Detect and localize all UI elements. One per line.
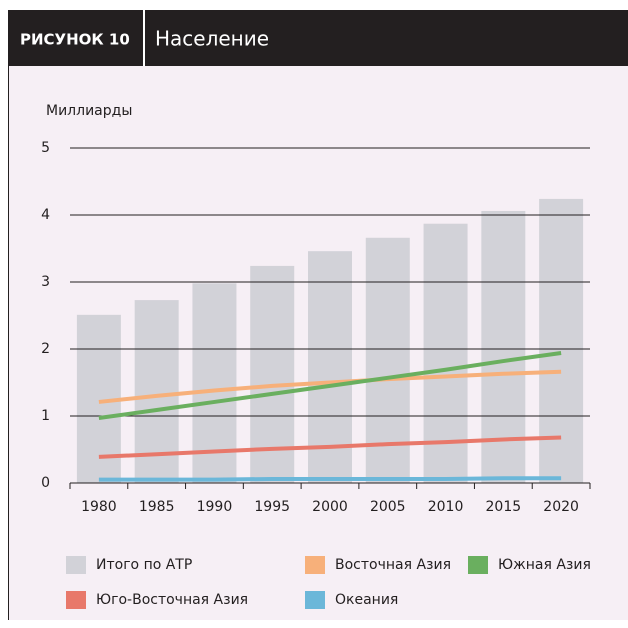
- x-tick-label: 2015: [486, 499, 522, 515]
- x-tick-label: 2000: [312, 499, 348, 515]
- legend-swatch: [305, 591, 325, 609]
- line-series: [98, 351, 562, 420]
- x-tick-label: 1980: [81, 499, 117, 515]
- y-tick-label: 3: [41, 274, 50, 290]
- y-tick-label: 1: [41, 408, 50, 424]
- legend-swatch: [66, 591, 86, 609]
- legend-label: Южная Азия: [498, 557, 591, 573]
- legend-label: Восточная Азия: [335, 557, 451, 573]
- chart-title: Население: [155, 27, 269, 51]
- x-tick-label: 2020: [543, 499, 579, 515]
- y-tick-label: 0: [41, 475, 50, 491]
- line-series: [98, 476, 562, 482]
- legend-label: Итого по АТР: [96, 557, 192, 573]
- line-series: [98, 369, 562, 404]
- x-tick-label: 2010: [428, 499, 464, 515]
- figure-label: РИСУНОК 10: [20, 31, 130, 49]
- legend-label: Океания: [335, 592, 398, 608]
- bar: [539, 198, 584, 484]
- y-tick-label: 5: [41, 140, 50, 156]
- legend-swatch: [305, 556, 325, 574]
- legend-label: Юго-Восточная Азия: [96, 592, 248, 608]
- y-tick-label: 4: [41, 207, 50, 223]
- x-tick-label: 1985: [139, 499, 175, 515]
- x-tick-label: 1990: [197, 499, 233, 515]
- bar: [481, 210, 526, 484]
- x-tick-label: 2005: [370, 499, 406, 515]
- y-tick-label: 2: [41, 341, 50, 357]
- header: [8, 10, 628, 66]
- legend-swatch: [468, 556, 488, 574]
- line-series: [98, 435, 562, 459]
- legend-swatch: [66, 556, 86, 574]
- y-axis-label: Миллиарды: [46, 103, 132, 119]
- x-tick-label: 1995: [254, 499, 290, 515]
